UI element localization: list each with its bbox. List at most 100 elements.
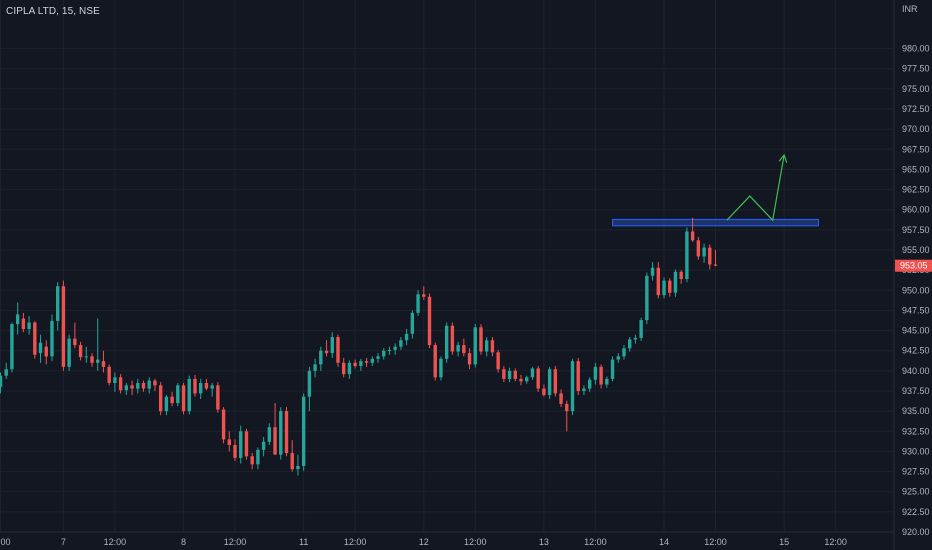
candle — [124, 382, 129, 396]
candle-body — [250, 456, 254, 465]
resistance-zone[interactable] — [612, 218, 819, 227]
candle-body — [376, 356, 380, 359]
candle — [130, 380, 134, 396]
candle-body — [284, 411, 289, 454]
candle — [690, 217, 695, 242]
candle — [50, 314, 54, 362]
candle — [427, 293, 432, 349]
candle-body — [633, 337, 638, 340]
candle — [673, 269, 678, 297]
last-price-tag-bg — [895, 259, 932, 272]
candle — [570, 358, 575, 416]
candle-body — [67, 338, 71, 367]
candle-body — [301, 396, 306, 466]
candle — [364, 357, 369, 367]
y-tick-label: 942.50 — [902, 346, 930, 356]
candle-body — [227, 439, 231, 445]
candle-body — [456, 345, 460, 352]
candle — [73, 322, 77, 349]
candle — [256, 447, 260, 470]
candlestick-series — [0, 217, 718, 476]
candle — [290, 440, 294, 472]
symbol-title[interactable]: CIPLA LTD, 15, NSE — [6, 6, 100, 17]
candle-body — [261, 441, 266, 450]
y-tick-label: 940.00 — [902, 366, 930, 376]
candle-body — [479, 327, 483, 352]
candle-body — [199, 382, 203, 394]
candle-body — [273, 427, 277, 455]
x-tick-label: 7 — [61, 537, 66, 547]
candle — [444, 322, 449, 363]
candle — [713, 250, 718, 267]
candle — [662, 277, 666, 299]
candle — [4, 362, 8, 379]
candle — [221, 407, 226, 444]
candle-body — [221, 409, 226, 440]
candle — [273, 403, 277, 455]
candle — [10, 322, 14, 373]
candle-body — [490, 340, 495, 353]
y-tick-label: 925.00 — [902, 487, 930, 497]
candle — [330, 332, 334, 358]
candle-body — [96, 359, 100, 363]
candle — [147, 377, 151, 394]
candle-body — [336, 337, 340, 363]
candle-body — [496, 352, 500, 370]
y-tick-label: 932.50 — [902, 426, 930, 436]
candle-body — [416, 294, 420, 313]
candle — [496, 349, 500, 373]
y-tick-label: 970.00 — [902, 124, 930, 134]
candle — [536, 366, 540, 392]
last-price-tag: 953.05 — [895, 259, 932, 272]
candle — [553, 366, 558, 397]
candle — [307, 366, 312, 412]
time-axis[interactable]: 00 7 12:00 8 12:00 11 12:00 12 12:00 13 12:00 14 12:… — [1, 537, 847, 547]
y-tick-label: 947.50 — [902, 305, 930, 315]
candle — [639, 317, 643, 342]
candle — [679, 270, 683, 284]
candle-body — [645, 275, 649, 321]
candle-body — [164, 396, 169, 412]
candle — [393, 343, 397, 355]
candle — [650, 262, 655, 281]
candle — [84, 346, 88, 363]
candle-body — [582, 388, 586, 392]
candle-body — [547, 369, 552, 396]
candle-body — [130, 385, 134, 389]
candle — [78, 341, 83, 361]
candle-body — [382, 350, 386, 357]
candle — [622, 345, 626, 360]
candle-body — [696, 240, 701, 257]
candle-body — [473, 327, 477, 365]
y-tick-label: 962.50 — [902, 185, 930, 195]
candle — [199, 378, 203, 400]
candle-body — [399, 340, 403, 347]
candle-body — [656, 267, 660, 296]
candle — [107, 364, 111, 386]
projection-arrow-line[interactable] — [726, 154, 785, 222]
candle-body — [353, 362, 357, 367]
candle — [170, 391, 174, 407]
candle — [90, 353, 94, 367]
candle-body — [141, 382, 146, 389]
candle — [382, 348, 386, 360]
candle-body — [690, 231, 695, 241]
candle — [456, 341, 460, 357]
candle — [67, 334, 71, 371]
candle-body — [33, 322, 37, 355]
price-axis[interactable]: 980.00 977.50 975.00 972.50 970.00 967.50 965.… — [902, 44, 930, 537]
candle-body — [21, 318, 26, 329]
candle-body — [536, 368, 540, 389]
candle — [216, 382, 220, 413]
candle — [685, 227, 689, 283]
candle — [244, 428, 249, 460]
candle-body — [433, 345, 437, 378]
candle — [27, 316, 31, 335]
candle-body — [15, 314, 20, 325]
candle — [593, 362, 598, 385]
candle-body — [622, 348, 626, 357]
candle-body — [61, 286, 66, 367]
candle-body — [158, 385, 163, 412]
candle — [576, 357, 580, 396]
